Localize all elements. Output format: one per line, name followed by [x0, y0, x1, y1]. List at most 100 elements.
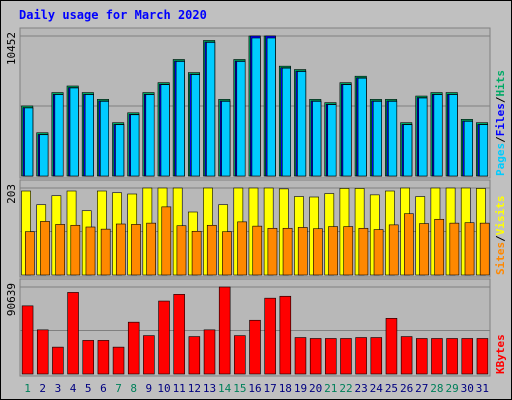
bar-kbytes [203, 329, 216, 375]
bar-sites [55, 224, 66, 276]
bar-pages [206, 42, 216, 177]
x-tick-label: 22 [339, 382, 352, 395]
bar-kbytes [188, 336, 201, 375]
x-tick-label: 23 [355, 382, 368, 395]
bar-sites [176, 225, 187, 276]
bar-sites [191, 230, 202, 276]
x-tick-label: 14 [218, 382, 232, 395]
bar-pages [388, 101, 398, 177]
legend-entry-kbytes: KBytes [494, 334, 507, 374]
bar-sites [358, 227, 369, 276]
panel-legend: Pages/Files/Hits [494, 70, 507, 176]
x-tick-label: 10 [157, 382, 170, 395]
panel-legend: Sites/Visits [494, 196, 507, 276]
bar-pages [297, 71, 307, 177]
bar-sites [70, 224, 81, 276]
bar-kbytes [325, 338, 337, 375]
bar-pages [479, 124, 489, 177]
bar-sites [115, 223, 126, 276]
x-tick-label: 12 [188, 382, 201, 395]
bar-kbytes [158, 300, 170, 375]
x-tick-label: 20 [309, 382, 322, 395]
x-tick-label: 17 [264, 382, 277, 395]
bar-kbytes [52, 346, 64, 375]
bar-kbytes [355, 337, 367, 375]
x-tick-label: 7 [115, 382, 122, 395]
bar-pages [281, 67, 291, 177]
legend-separator: / [494, 235, 507, 242]
x-tick-label: 1 [24, 382, 31, 395]
bar-pages [342, 84, 352, 177]
bar-sites [100, 228, 111, 276]
bar-kbytes [340, 338, 352, 375]
bar-pages [448, 94, 458, 177]
bar-kbytes [385, 318, 398, 375]
bar-pages [190, 74, 200, 177]
bar-kbytes [127, 321, 140, 375]
legend-entry-pages: Pages [494, 143, 507, 176]
bar-sites [146, 222, 156, 276]
bar-sites [85, 226, 96, 276]
x-tick-label: 24 [370, 382, 384, 395]
bar-sites [373, 229, 384, 276]
bar-sites [434, 218, 445, 276]
bar-pages [357, 77, 367, 177]
legend-entry-files: Files [494, 103, 507, 136]
bar-sites [449, 222, 460, 276]
bar-pages [160, 84, 170, 177]
bar-kbytes [264, 297, 276, 375]
bar-pages [372, 101, 382, 177]
x-tick-label: 16 [248, 382, 261, 395]
bar-pages [54, 94, 64, 177]
bar-sites [404, 213, 414, 276]
panel-max-label: 90639 [5, 283, 18, 316]
panel-max-label: 10452 [5, 32, 18, 65]
bar-kbytes [400, 336, 413, 375]
bar-sites [25, 231, 35, 276]
bar-sites [237, 221, 247, 276]
bar-sites [40, 221, 50, 276]
bar-kbytes [476, 338, 489, 375]
bar-sites [479, 222, 490, 276]
x-tick-label: 18 [279, 382, 292, 395]
bar-sites [313, 228, 323, 276]
bar-pages [69, 87, 79, 177]
bar-pages [39, 134, 49, 177]
bar-kbytes [416, 338, 428, 375]
x-tick-label: 29 [445, 382, 458, 395]
x-tick-label: 2 [39, 382, 46, 395]
bar-kbytes [279, 295, 292, 375]
x-tick-label: 28 [430, 382, 443, 395]
bar-sites [419, 223, 429, 276]
bar-kbytes [112, 346, 125, 375]
bar-pages [130, 114, 140, 177]
bar-sites [297, 227, 308, 276]
x-tick-label: 26 [400, 382, 413, 395]
panel-max-label: 203 [5, 184, 18, 204]
legend-entry-hits: Hits [494, 70, 507, 97]
bar-pages [24, 107, 34, 177]
bar-kbytes [446, 338, 458, 375]
x-tick-label: 11 [173, 382, 186, 395]
bar-kbytes [173, 294, 185, 375]
bar-kbytes [67, 292, 79, 375]
bar-sites [343, 226, 354, 276]
bar-pages [84, 94, 94, 177]
bar-pages [327, 104, 337, 177]
bar-kbytes [431, 338, 443, 375]
x-tick-label: 5 [85, 382, 92, 395]
bar-kbytes [97, 340, 110, 375]
bar-kbytes [218, 286, 231, 375]
x-tick-label: 4 [70, 382, 77, 395]
bar-sites [222, 231, 232, 276]
chart-title: Daily usage for March 2020 [19, 8, 207, 22]
bar-kbytes [309, 338, 322, 375]
x-tick-label: 21 [324, 382, 337, 395]
bar-pages [418, 97, 428, 177]
bar-sites [388, 224, 399, 276]
panel-legend: KBytes [494, 334, 507, 374]
bar-kbytes [143, 335, 155, 375]
bar-kbytes [294, 337, 307, 375]
x-tick-label: 9 [146, 382, 153, 395]
bar-pages [100, 101, 109, 177]
